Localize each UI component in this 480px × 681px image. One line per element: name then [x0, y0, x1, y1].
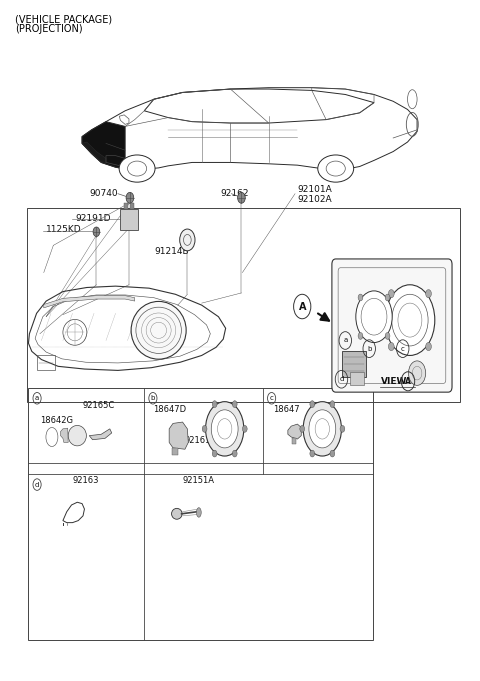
Circle shape [426, 289, 432, 298]
Text: 92162: 92162 [221, 189, 249, 197]
Circle shape [358, 294, 363, 301]
Circle shape [385, 332, 390, 339]
Circle shape [340, 426, 345, 432]
Polygon shape [60, 428, 68, 443]
Text: d: d [35, 481, 39, 488]
Circle shape [211, 410, 238, 448]
Text: 1125KD: 1125KD [46, 225, 82, 234]
Text: 92163: 92163 [72, 476, 99, 485]
Text: 90740: 90740 [90, 189, 119, 197]
Text: (PROJECTION): (PROJECTION) [15, 25, 83, 35]
Polygon shape [82, 122, 125, 170]
Circle shape [300, 426, 305, 432]
Circle shape [330, 450, 335, 457]
Text: VIEW: VIEW [381, 377, 408, 385]
Polygon shape [89, 429, 112, 440]
Bar [120, 209, 138, 229]
Ellipse shape [46, 428, 58, 447]
Text: a: a [343, 338, 348, 343]
Circle shape [426, 343, 432, 351]
Circle shape [310, 450, 315, 457]
Polygon shape [169, 422, 188, 449]
Circle shape [388, 289, 394, 298]
Circle shape [93, 227, 100, 236]
Bar [28, 388, 373, 639]
Text: A: A [299, 302, 306, 311]
Bar [292, 439, 297, 444]
Ellipse shape [131, 302, 186, 359]
Ellipse shape [119, 155, 155, 182]
Text: 91214B: 91214B [155, 247, 189, 255]
Circle shape [238, 192, 245, 203]
Text: c: c [270, 395, 274, 401]
Circle shape [126, 192, 134, 203]
Bar [172, 448, 178, 455]
Text: b: b [151, 395, 155, 401]
Text: d: d [339, 376, 344, 382]
Circle shape [358, 332, 363, 339]
Circle shape [310, 400, 315, 407]
FancyBboxPatch shape [332, 259, 452, 392]
Circle shape [212, 450, 217, 457]
Circle shape [385, 285, 435, 355]
Circle shape [180, 229, 195, 251]
Text: 92161A: 92161A [185, 436, 217, 445]
Text: 92165C: 92165C [83, 400, 115, 409]
Ellipse shape [318, 155, 354, 182]
Circle shape [385, 294, 390, 301]
Ellipse shape [171, 508, 182, 519]
Polygon shape [44, 296, 135, 308]
Text: (VEHICLE PACKAGE): (VEHICLE PACKAGE) [15, 14, 112, 25]
Circle shape [232, 400, 237, 407]
Text: a: a [35, 395, 39, 401]
Bar [124, 202, 128, 209]
Text: 18647: 18647 [274, 405, 300, 414]
Polygon shape [82, 142, 106, 163]
Text: 18642G: 18642G [40, 415, 73, 424]
Circle shape [408, 361, 426, 385]
Bar [131, 202, 134, 209]
Circle shape [212, 400, 217, 407]
Circle shape [202, 426, 207, 432]
Circle shape [205, 402, 244, 456]
Bar [27, 208, 460, 402]
Text: 18647D: 18647D [153, 405, 186, 414]
Circle shape [303, 402, 341, 456]
Text: 92151A: 92151A [182, 476, 215, 485]
Ellipse shape [68, 426, 86, 446]
Circle shape [388, 343, 394, 351]
Circle shape [309, 410, 336, 448]
Circle shape [330, 400, 335, 407]
Text: c: c [401, 346, 405, 351]
Bar [342, 351, 366, 377]
Text: 92101A: 92101A [298, 185, 332, 194]
Ellipse shape [196, 507, 201, 517]
Circle shape [232, 450, 237, 457]
Text: 92102A: 92102A [298, 195, 332, 204]
Text: A: A [405, 377, 411, 385]
Circle shape [356, 291, 392, 343]
Text: b: b [367, 346, 372, 351]
Bar [350, 373, 364, 385]
Polygon shape [288, 424, 301, 439]
Bar [36, 355, 55, 370]
Text: 92191D: 92191D [75, 214, 110, 223]
Circle shape [242, 426, 247, 432]
